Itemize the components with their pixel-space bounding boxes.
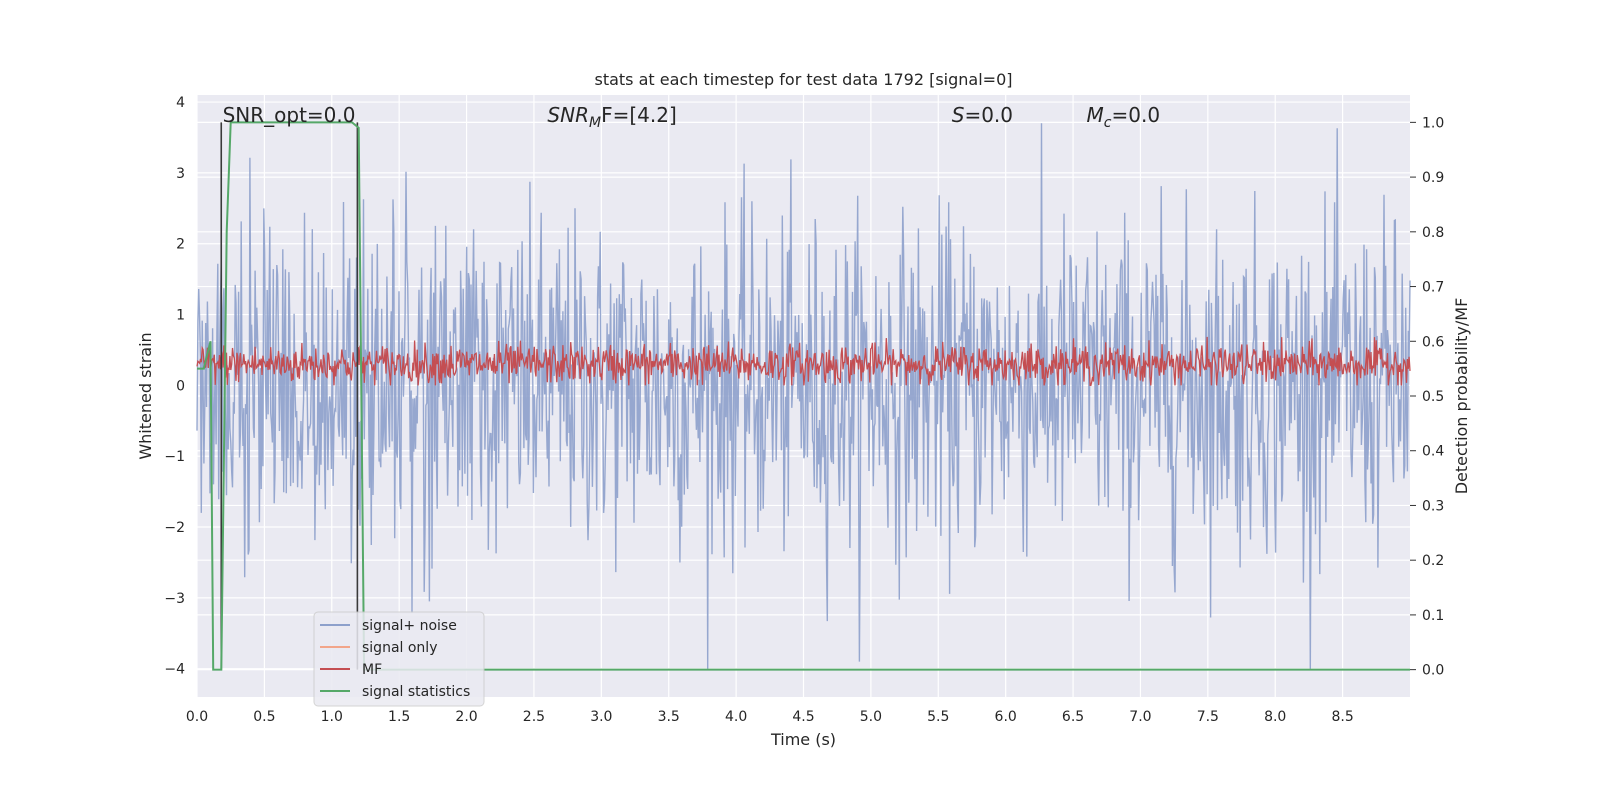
y-tick-label: −3 xyxy=(164,591,185,607)
legend[interactable]: signal+ noise signal only MF signal statist… xyxy=(313,611,485,707)
y-tick-label: 1 xyxy=(176,308,185,324)
y2-tick-label: 0.9 xyxy=(1422,170,1444,186)
y2-tick-label: 0.8 xyxy=(1422,225,1444,241)
x-tick-label: 6.5 xyxy=(1062,709,1084,725)
y-tick-label: 2 xyxy=(176,237,185,253)
x-tick-label: 4.5 xyxy=(792,709,814,725)
y-axis-label: Whitened strain xyxy=(136,332,155,459)
y2-tick-label: 0.0 xyxy=(1422,663,1444,679)
annotation-1: SNRMF=[4.2] xyxy=(547,103,676,131)
annotations: SNR_opt=0.0 SNRMF=[4.2] S=0.0 Mc=0.0 xyxy=(223,103,1160,131)
y2-tick-label: 0.2 xyxy=(1422,553,1444,569)
y2-tick-label: 0.6 xyxy=(1422,334,1444,350)
x-tick-label: 3.5 xyxy=(658,709,680,725)
legend-label: MF xyxy=(362,662,382,678)
y-tick-label: −4 xyxy=(164,662,185,678)
y2-tick-label: 1.0 xyxy=(1422,115,1444,131)
x-tick-label: 1.0 xyxy=(321,709,343,725)
x-tick-label: 5.0 xyxy=(860,709,882,725)
annotation-3: Mc=0.0 xyxy=(1087,103,1161,131)
y-tick-label: 3 xyxy=(176,166,185,182)
x-tick-label: 7.0 xyxy=(1129,709,1151,725)
y-tick-label: 0 xyxy=(176,378,185,394)
y2-tick-label: 0.3 xyxy=(1422,498,1444,514)
ticks: 0.0 0.5 1.0 1.5 2.0 2.5 3.0 3.5 4.0 4.5 5.0 5.5 6.0 6… xyxy=(164,95,1444,725)
x-tick-label: 4.0 xyxy=(725,709,747,725)
y2-tick-label: 0.7 xyxy=(1422,280,1444,296)
legend-box xyxy=(313,611,485,707)
annotation-0: SNR_opt=0.0 xyxy=(223,103,356,127)
x-tick-label: 5.5 xyxy=(927,709,949,725)
x-tick-label: 2.5 xyxy=(523,709,545,725)
x-axis-label: Time (s) xyxy=(770,730,836,749)
x-tick-label: 8.5 xyxy=(1331,709,1353,725)
y-tick-label: −1 xyxy=(164,449,185,465)
x-tick-label: 6.0 xyxy=(995,709,1017,725)
legend-label: signal+ noise xyxy=(362,618,457,634)
series-signal-noise xyxy=(196,123,1411,669)
y2-axis-label: Detection probability/MF xyxy=(1452,298,1471,495)
legend-label: signal statistics xyxy=(362,684,470,700)
x-tick-label: 2.0 xyxy=(455,709,477,725)
y-tick-label: 4 xyxy=(176,95,185,111)
annotation-2: S=0.0 xyxy=(952,103,1013,127)
legend-label: signal only xyxy=(362,640,437,656)
x-tick-label: 0.0 xyxy=(186,709,208,725)
y2-tick-label: 0.1 xyxy=(1422,608,1444,624)
x-tick-label: 3.0 xyxy=(590,709,612,725)
x-tick-label: 8.0 xyxy=(1264,709,1286,725)
y2-tick-label: 0.5 xyxy=(1422,389,1444,405)
x-tick-label: 1.5 xyxy=(388,709,410,725)
series-mf xyxy=(196,336,1411,387)
y-tick-label: −2 xyxy=(164,520,185,536)
y2-tick-label: 0.4 xyxy=(1422,444,1444,460)
x-tick-label: 0.5 xyxy=(253,709,275,725)
x-tick-label: 7.5 xyxy=(1197,709,1219,725)
chart-title: stats at each timestep for test data 179… xyxy=(594,70,1012,89)
